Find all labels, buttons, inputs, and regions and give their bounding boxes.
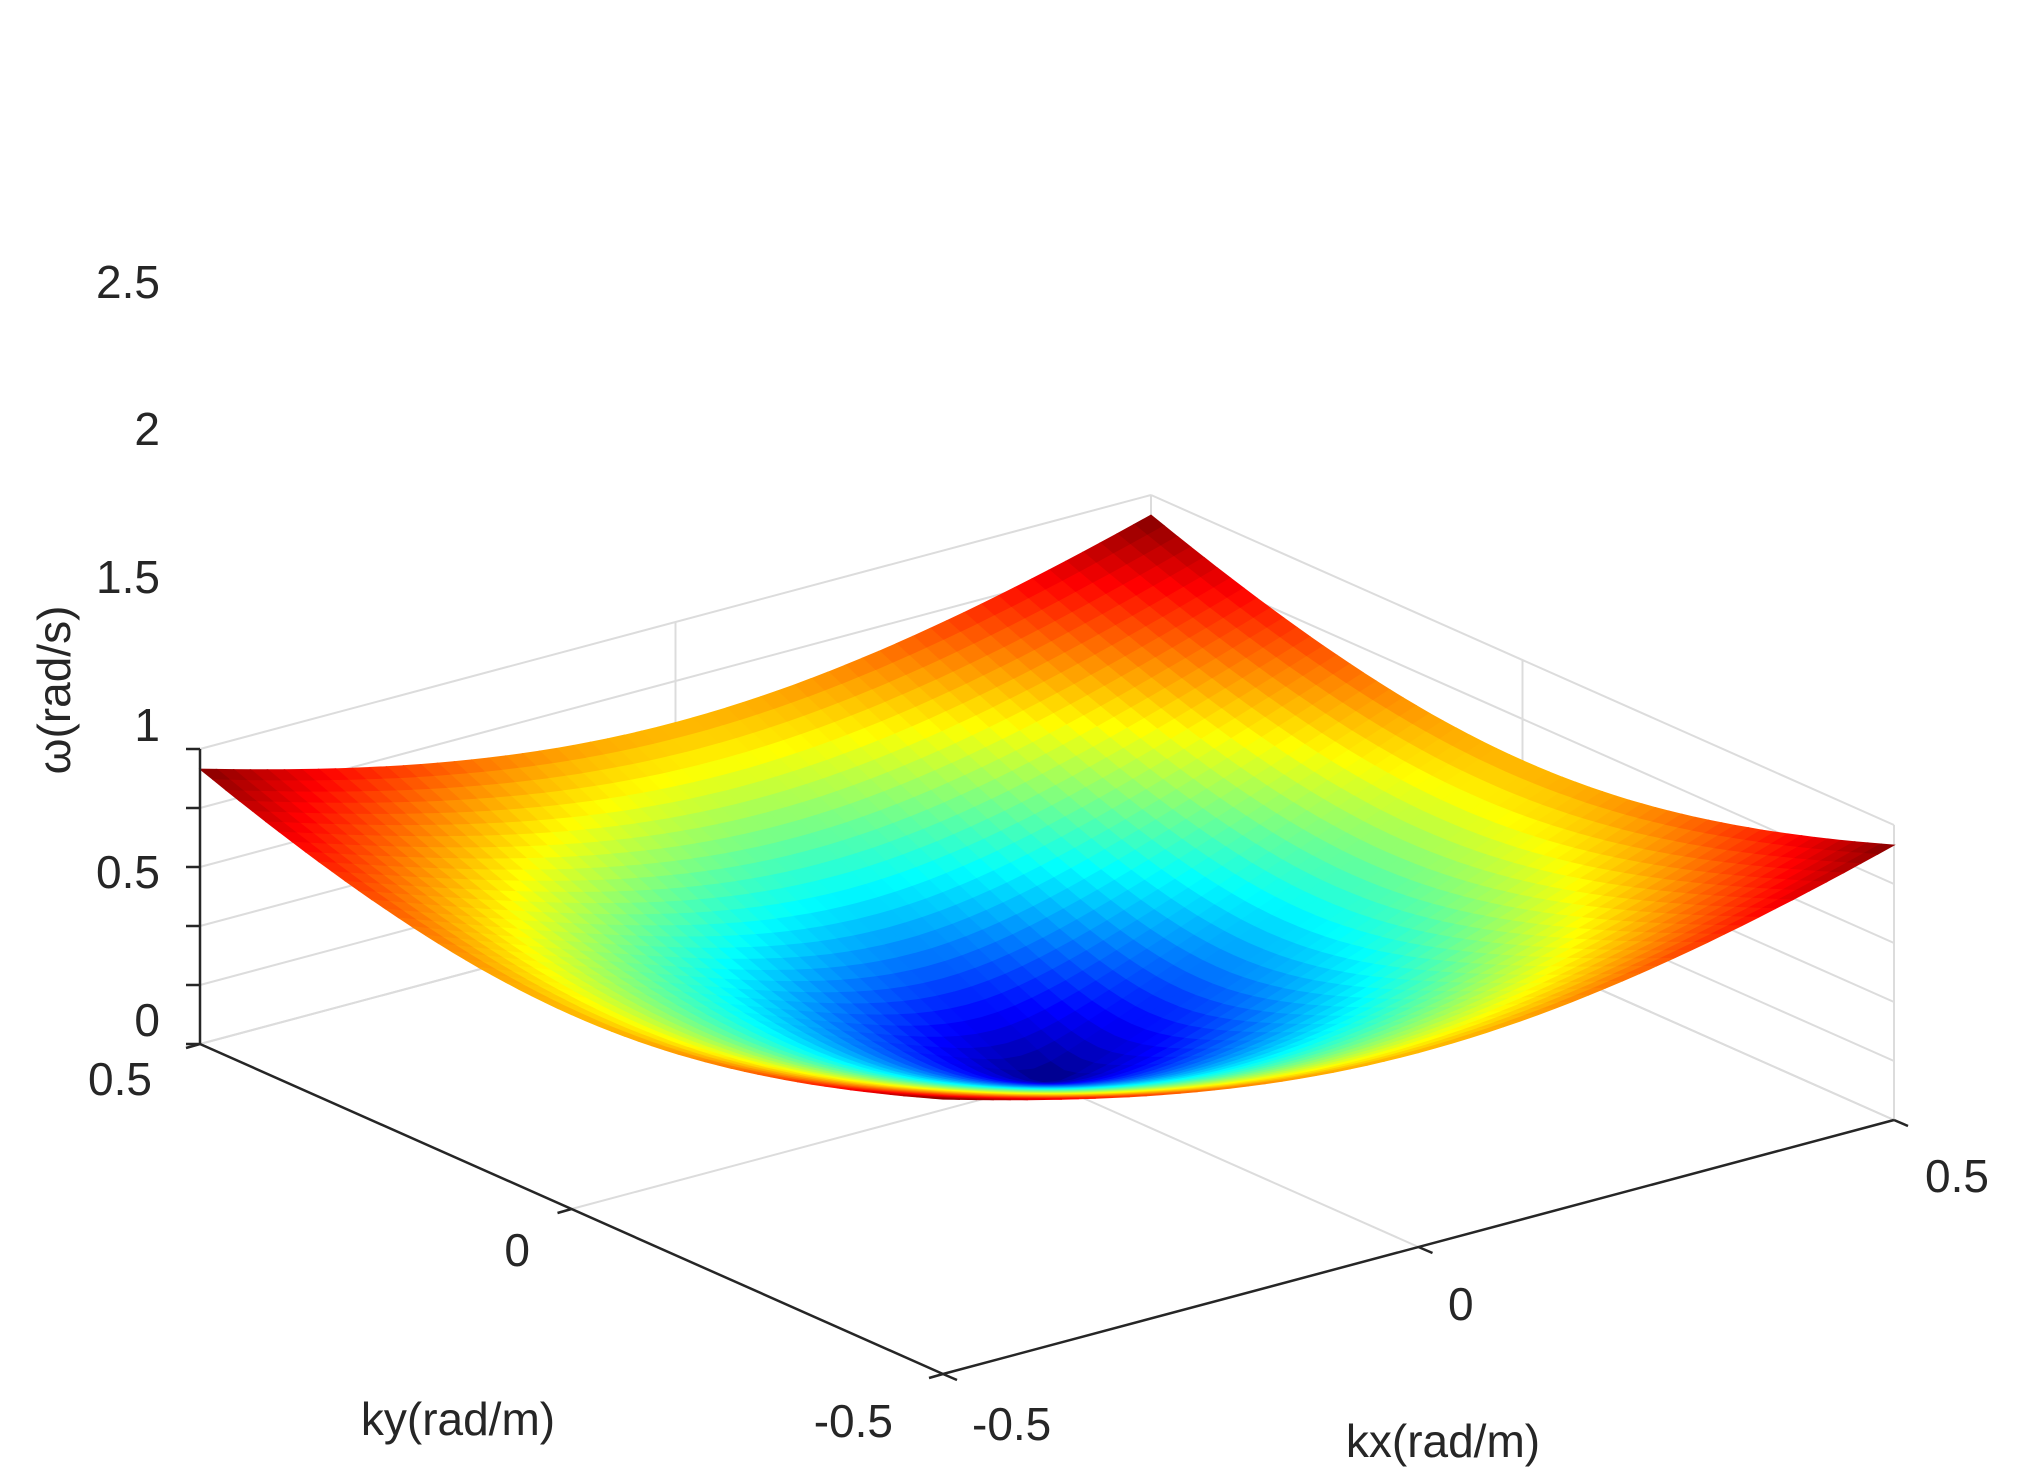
z-tick-label-1.5: 1.5 — [96, 551, 160, 603]
y-tick-label-0.5: 0.5 — [88, 1053, 152, 1105]
y-tick-label-0: 0 — [504, 1224, 530, 1276]
z-tick-label-0.5: 0.5 — [96, 846, 160, 898]
x-axis-title: kx(rad/m) — [1346, 1415, 1540, 1467]
y-tick-label--0.5: -0.5 — [814, 1395, 893, 1447]
x-tick-2 — [1893, 1118, 1909, 1128]
z-tick-label-2: 2 — [134, 403, 160, 455]
x-tick-label--0.5: -0.5 — [972, 1398, 1051, 1450]
x-tick-0 — [942, 1372, 958, 1382]
x-tick-label-0.5: 0.5 — [1925, 1150, 1989, 1202]
x-tick-label-0: 0 — [1448, 1278, 1474, 1330]
y-axis-title: ky(rad/m) — [361, 1393, 555, 1445]
surface — [198, 514, 1896, 1101]
y-tick-0 — [928, 1372, 944, 1380]
z-axis-title: ω(rad/s) — [28, 606, 80, 775]
surface-cell — [929, 1097, 961, 1100]
y-tick-1 — [557, 1207, 572, 1215]
z-tick-label-0: 0 — [134, 994, 160, 1046]
z-tick-label-2.5: 2.5 — [96, 256, 160, 308]
y-tick-2 — [185, 1042, 201, 1050]
axes — [185, 747, 1909, 1382]
z-tick-label-1: 1 — [134, 699, 160, 751]
x-tick-1 — [1418, 1245, 1433, 1255]
